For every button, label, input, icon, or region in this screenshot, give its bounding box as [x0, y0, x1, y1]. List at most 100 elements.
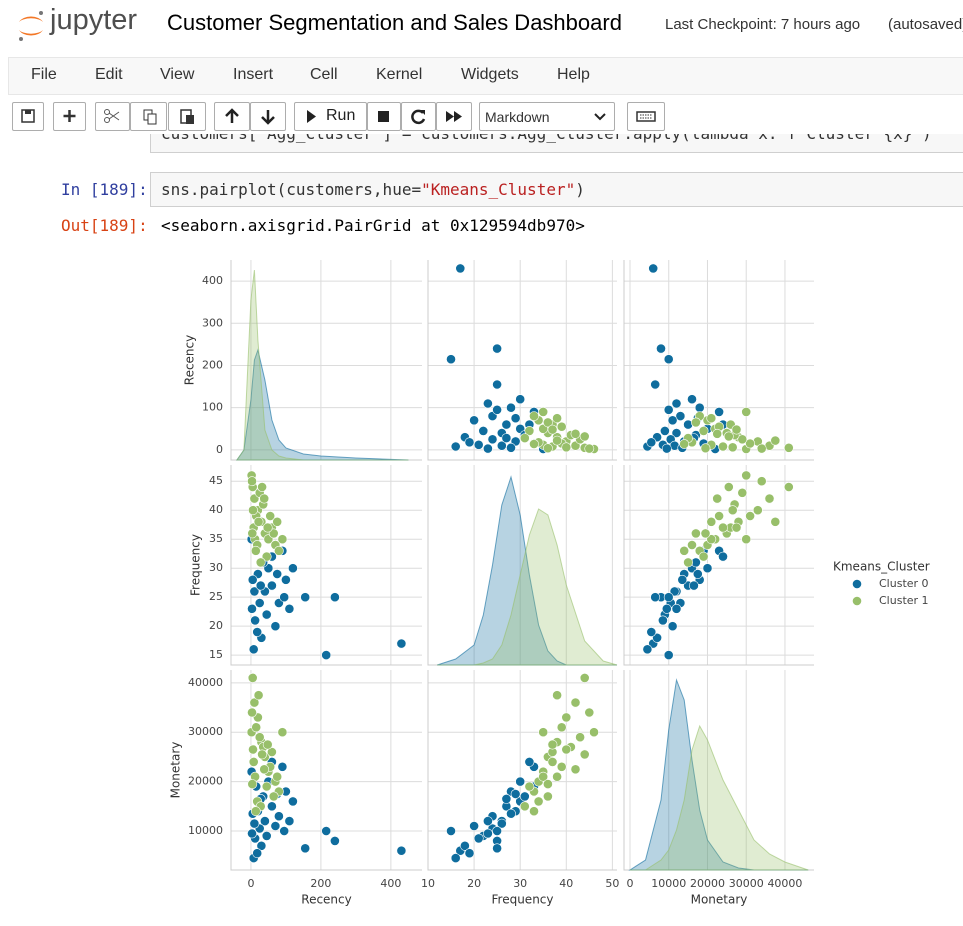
- scatter-point: [250, 545, 261, 556]
- scatter-point: [257, 749, 267, 760]
- scatter-point: [248, 757, 259, 767]
- restart-button[interactable]: [401, 102, 436, 131]
- keyboard-button[interactable]: [627, 102, 665, 131]
- code-string: "Kmeans_Cluster": [421, 180, 576, 199]
- scatter-panel: [246, 470, 407, 660]
- scatter-point: [646, 437, 657, 448]
- previous-cell[interactable]: customers["Agg_Cluster"] = customers.Agg…: [150, 134, 963, 153]
- x-tick-label: 50: [605, 877, 619, 890]
- down-icon: [261, 110, 275, 125]
- x-tick-label: 0: [627, 877, 634, 890]
- save-button[interactable]: [12, 102, 44, 131]
- legend-label: Cluster 1: [879, 594, 929, 607]
- y-tick-label: 100: [202, 401, 223, 414]
- scatter-point: [496, 440, 507, 451]
- scatter-point: [446, 354, 456, 365]
- copy-button[interactable]: [130, 102, 167, 131]
- menu-item[interactable]: Kernel: [376, 66, 423, 83]
- scatter-point: [254, 598, 265, 608]
- scatter-point: [731, 424, 742, 435]
- move-up-button[interactable]: [214, 102, 250, 131]
- x-tick-label: 40: [559, 877, 573, 890]
- scatter-point: [501, 794, 512, 804]
- scatter-point: [737, 487, 748, 498]
- scatter-point: [247, 828, 257, 839]
- scatter-point: [561, 442, 572, 453]
- scatter-point: [663, 354, 674, 365]
- scatter-point: [702, 563, 713, 574]
- scatter-point: [482, 443, 493, 454]
- menu-item[interactable]: Insert: [233, 66, 274, 83]
- scatter-point: [663, 650, 674, 660]
- menu-item[interactable]: File: [31, 66, 57, 83]
- insert-button[interactable]: [53, 102, 86, 131]
- scatter-point: [255, 580, 266, 591]
- scatter-point: [277, 761, 288, 772]
- scatter-point: [671, 398, 682, 409]
- copy-icon: [143, 109, 157, 125]
- axis-spine: [623, 260, 814, 461]
- scatter-point: [756, 476, 767, 487]
- move-down-button[interactable]: [250, 102, 286, 131]
- scatter-point: [247, 528, 258, 539]
- stop-button[interactable]: [367, 102, 401, 131]
- cell-type-label: Markdown: [485, 109, 550, 125]
- menu-item[interactable]: Edit: [95, 66, 123, 83]
- scatter-point: [706, 516, 717, 527]
- scatter-point: [745, 511, 755, 521]
- scatter-point: [552, 435, 562, 446]
- scatter-point: [446, 826, 456, 836]
- scatter-point: [524, 781, 535, 792]
- x-tick-label: 30: [513, 877, 527, 890]
- scatter-point: [492, 843, 502, 854]
- kde-area: [630, 724, 809, 871]
- run-button[interactable]: Run: [294, 102, 367, 131]
- scatter-point: [249, 697, 260, 708]
- code-cell[interactable]: sns.pairplot(customers,hue="Kmeans_Clust…: [150, 172, 963, 207]
- menu-item[interactable]: Cell: [310, 66, 338, 83]
- menu-bar: File Edit View Insert Cell Kernel Widgets Help: [8, 57, 963, 95]
- scatter-point: [556, 761, 567, 772]
- autosave-status: (autosaved): [888, 16, 963, 33]
- scatter-point: [252, 627, 263, 637]
- menu-item[interactable]: View: [160, 66, 195, 83]
- scatter-point: [266, 747, 277, 757]
- kde-panel: [437, 475, 618, 666]
- scatter-point: [652, 632, 662, 643]
- cut-button[interactable]: [95, 102, 130, 131]
- scatter-point: [268, 791, 279, 802]
- scatter-point: [459, 840, 470, 851]
- menu-item[interactable]: Help: [557, 66, 590, 83]
- cell-type-select[interactable]: Markdown: [479, 102, 615, 131]
- y-tick-label: 40: [209, 503, 223, 516]
- scatter-point: [272, 569, 283, 579]
- scatter-point: [663, 404, 674, 415]
- scatter-point: [718, 551, 728, 562]
- scatter-point: [533, 796, 544, 807]
- scatter-point: [268, 528, 279, 539]
- scatter-point: [570, 697, 581, 708]
- menu-item[interactable]: Widgets: [461, 66, 519, 83]
- scatter-point: [700, 528, 711, 539]
- notebook-title[interactable]: Customer Segmentation and Sales Dashboar…: [167, 10, 622, 35]
- scatter-point: [259, 493, 270, 504]
- scatter-point: [254, 732, 265, 743]
- x-tick-label: 10: [421, 877, 435, 890]
- scatter-point: [669, 586, 680, 597]
- scatter-point: [455, 263, 466, 274]
- scatter-point: [329, 836, 340, 846]
- scatter-point: [247, 673, 258, 683]
- paste-button[interactable]: [168, 102, 206, 131]
- scatter-point: [570, 428, 581, 439]
- scatter-point: [770, 435, 781, 446]
- scatter-point: [679, 439, 690, 449]
- scatter-point: [515, 394, 526, 405]
- scatter-point: [279, 592, 290, 603]
- y-tick-label: 20: [209, 619, 223, 632]
- run-all-button[interactable]: [436, 102, 472, 131]
- scatter-point: [262, 739, 273, 750]
- y-tick-label: 0: [216, 443, 223, 456]
- output-text: <seaborn.axisgrid.PairGrid at 0x129594db…: [161, 216, 585, 235]
- scatter-point: [273, 811, 284, 822]
- kde-panel: [628, 678, 809, 871]
